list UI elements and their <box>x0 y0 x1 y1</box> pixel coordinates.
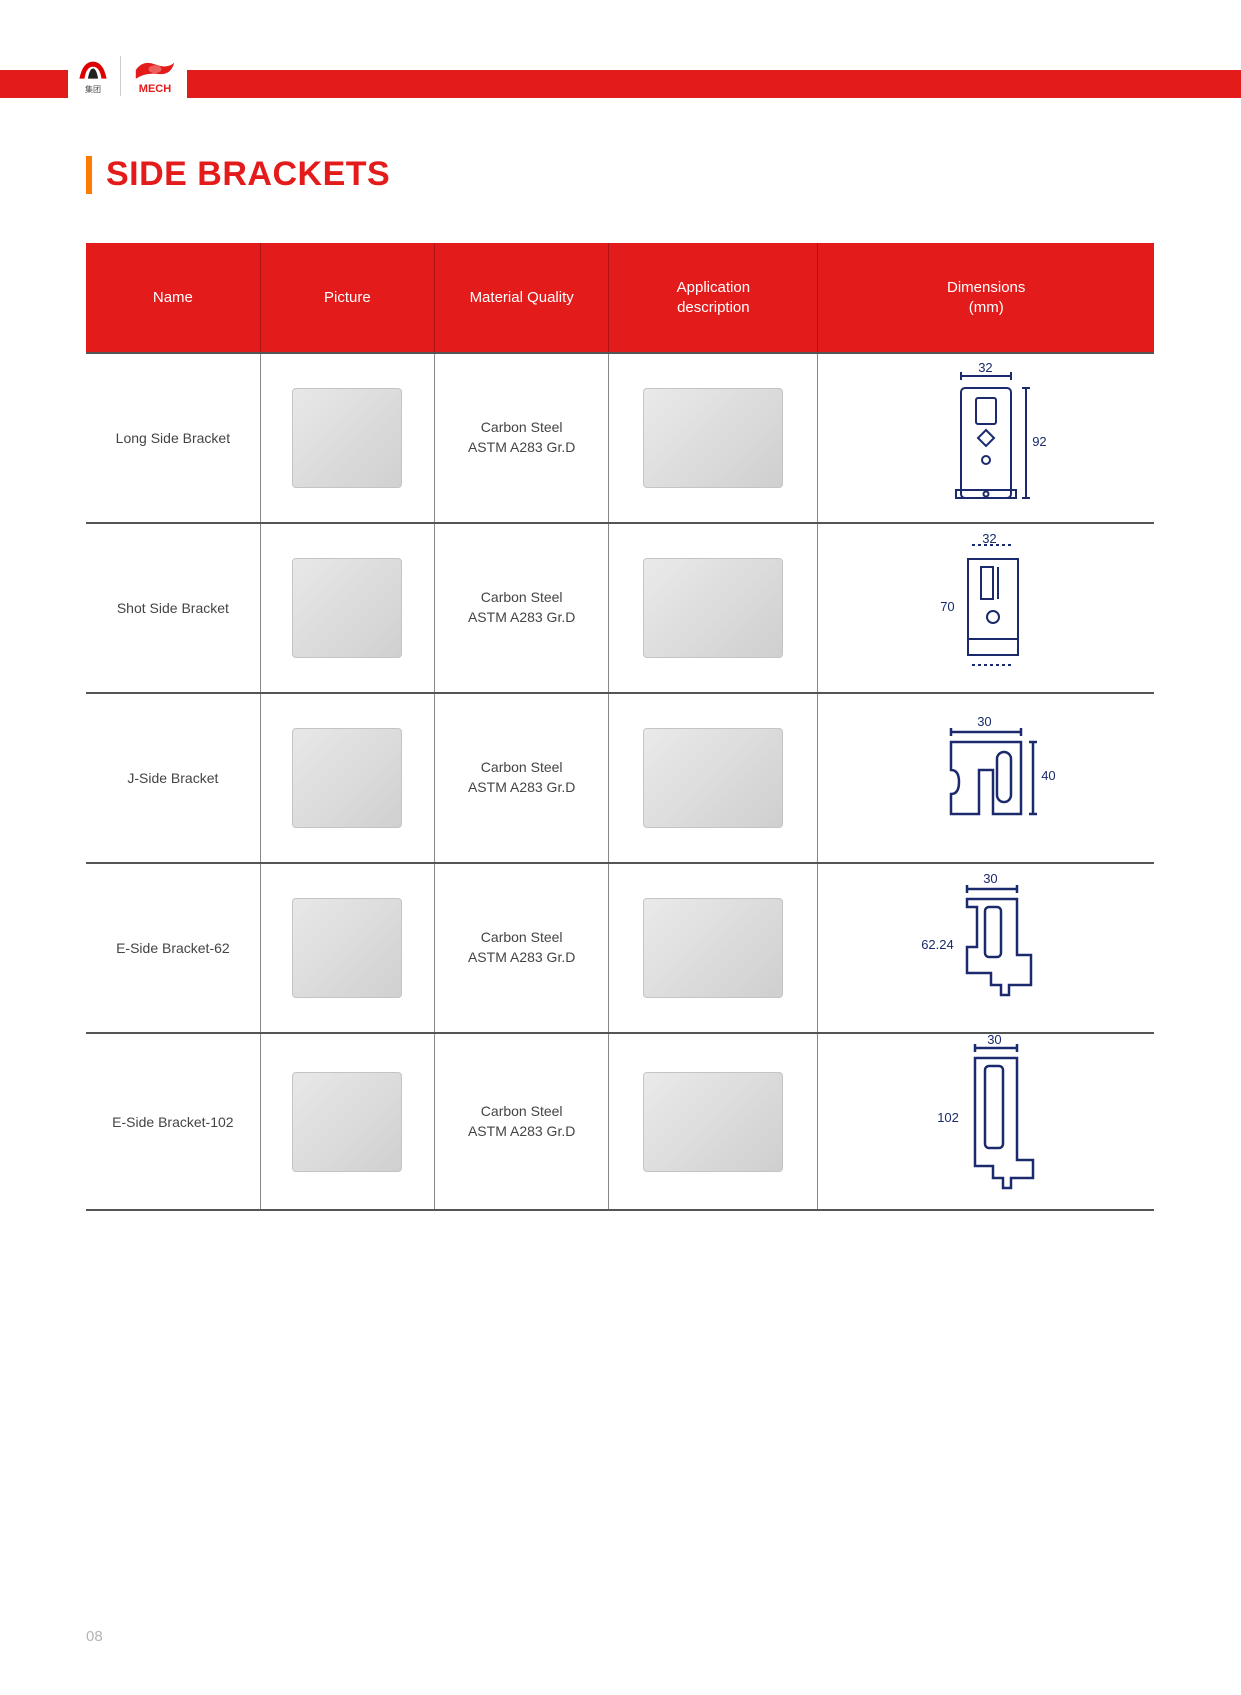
application-image-placeholder <box>643 388 783 488</box>
cell-application <box>609 1033 818 1210</box>
cell-material: Carbon SteelASTM A283 Gr.D <box>435 353 609 523</box>
cell-dimensions: 30 40 <box>818 693 1154 863</box>
company-logo-1: 集团 <box>76 58 110 95</box>
title-accent-bar <box>86 156 92 194</box>
cell-dimensions: 32 92 <box>818 353 1154 523</box>
cell-dimensions: 30 62.24 <box>818 863 1154 1033</box>
cell-name: E-Side Bracket-102 <box>86 1033 260 1210</box>
application-image-placeholder <box>643 728 783 828</box>
logo-divider <box>120 56 121 96</box>
cell-application <box>609 693 818 863</box>
cell-name: J-Side Bracket <box>86 693 260 863</box>
cell-material: Carbon SteelASTM A283 Gr.D <box>435 693 609 863</box>
page-title-wrap: SIDE BRACKETS <box>86 155 390 194</box>
product-image-placeholder <box>292 388 402 488</box>
product-image-placeholder <box>292 898 402 998</box>
product-image-placeholder <box>292 728 402 828</box>
cell-dimensions: 32 70 <box>818 523 1154 693</box>
cell-dimensions: 30 102 <box>818 1033 1154 1210</box>
application-image-placeholder <box>643 558 783 658</box>
cell-application <box>609 523 818 693</box>
page-title: SIDE BRACKETS <box>106 155 390 194</box>
cell-picture <box>260 863 434 1033</box>
logo1-subtext: 集团 <box>85 84 101 95</box>
logo-group: 集团 MECH <box>68 52 187 100</box>
product-table: Name Picture Material Quality Applicatio… <box>86 243 1154 1211</box>
product-image-placeholder <box>292 1072 402 1172</box>
col-header-application: Application description <box>609 243 818 353</box>
table-row: E-Side Bracket-102 Carbon SteelASTM A283… <box>86 1033 1154 1210</box>
cell-name: Long Side Bracket <box>86 353 260 523</box>
cell-picture <box>260 523 434 693</box>
cell-application <box>609 353 818 523</box>
table-header-row: Name Picture Material Quality Applicatio… <box>86 243 1154 353</box>
application-image-placeholder <box>643 1072 783 1172</box>
logo2-text: MECH <box>139 83 171 95</box>
cell-material: Carbon SteelASTM A283 Gr.D <box>435 523 609 693</box>
company-logo-2: MECH <box>131 57 179 95</box>
col-header-picture: Picture <box>260 243 434 353</box>
cell-name: E-Side Bracket-62 <box>86 863 260 1033</box>
cell-picture <box>260 353 434 523</box>
page-number: 08 <box>86 1628 103 1645</box>
col-header-name: Name <box>86 243 260 353</box>
product-image-placeholder <box>292 558 402 658</box>
cell-application <box>609 863 818 1033</box>
col-header-dimensions: Dimensions (mm) <box>818 243 1154 353</box>
cell-name: Shot Side Bracket <box>86 523 260 693</box>
application-image-placeholder <box>643 898 783 998</box>
col-header-material: Material Quality <box>435 243 609 353</box>
table-row: E-Side Bracket-62 Carbon SteelASTM A283 … <box>86 863 1154 1033</box>
table-row: J-Side Bracket Carbon SteelASTM A283 Gr.… <box>86 693 1154 863</box>
table-row: Long Side Bracket Carbon SteelASTM A283 … <box>86 353 1154 523</box>
logo2-icon <box>131 57 179 83</box>
cell-material: Carbon SteelASTM A283 Gr.D <box>435 1033 609 1210</box>
cell-material: Carbon SteelASTM A283 Gr.D <box>435 863 609 1033</box>
table-row: Shot Side Bracket Carbon SteelASTM A283 … <box>86 523 1154 693</box>
cell-picture <box>260 693 434 863</box>
logo1-icon <box>76 58 110 84</box>
cell-picture <box>260 1033 434 1210</box>
